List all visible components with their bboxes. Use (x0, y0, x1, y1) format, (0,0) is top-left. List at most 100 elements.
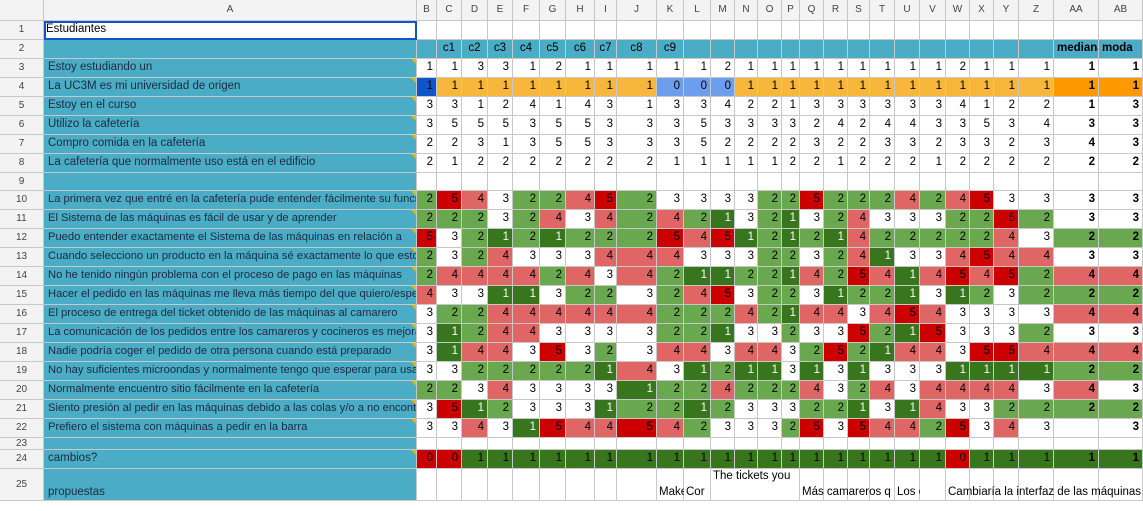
column-header-ab[interactable]: AB (1099, 0, 1143, 21)
column-header-a[interactable]: A (44, 0, 417, 21)
value-cell[interactable]: 2 (1019, 210, 1054, 229)
value-cell[interactable]: 2 (617, 210, 657, 229)
value-cell[interactable]: 1 (513, 286, 540, 305)
value-cell[interactable]: 5 (417, 229, 437, 248)
value-cell[interactable]: 2 (462, 229, 488, 248)
value-cell[interactable]: 2 (758, 248, 782, 267)
value-cell[interactable]: 1 (970, 59, 994, 78)
value-cell[interactable]: 3 (870, 210, 895, 229)
column-header-k[interactable]: K (657, 0, 684, 21)
value-cell[interactable]: 2 (782, 248, 800, 267)
value-cell[interactable]: 2 (800, 154, 824, 173)
value-cell[interactable]: 4 (657, 419, 684, 438)
value-cell[interactable]: 5 (824, 343, 848, 362)
value-cell[interactable]: 1 (617, 381, 657, 400)
value-cell[interactable]: 2 (488, 97, 513, 116)
value-cell[interactable]: 2 (711, 362, 735, 381)
value-cell[interactable]: 3 (920, 286, 946, 305)
value-cell[interactable]: 3 (595, 116, 617, 135)
value-cell[interactable]: 1 (1099, 450, 1143, 469)
value-cell[interactable]: 2 (684, 419, 711, 438)
value-cell[interactable]: 4 (462, 343, 488, 362)
value-cell[interactable]: 2 (684, 381, 711, 400)
value-cell[interactable]: 3 (1099, 97, 1143, 116)
value-cell[interactable]: 2 (462, 324, 488, 343)
value-cell[interactable]: 2 (758, 229, 782, 248)
value-cell[interactable]: 1 (895, 400, 920, 419)
value-cell[interactable]: 3 (462, 59, 488, 78)
value-cell[interactable]: 4 (684, 229, 711, 248)
row-header-7[interactable]: 7 (0, 135, 44, 154)
value-cell[interactable]: 2 (782, 381, 800, 400)
value-cell[interactable]: 3 (566, 381, 595, 400)
column-header-aa[interactable]: AA (1054, 0, 1099, 21)
column-label[interactable] (800, 40, 824, 59)
value-cell[interactable]: 1 (735, 154, 758, 173)
value-cell[interactable]: 1 (895, 59, 920, 78)
value-cell[interactable]: 2 (711, 305, 735, 324)
value-cell[interactable]: 2 (513, 154, 540, 173)
value-cell[interactable]: 4 (920, 343, 946, 362)
cell[interactable] (920, 438, 946, 450)
value-cell[interactable]: 1 (824, 78, 848, 97)
value-cell[interactable]: 4 (848, 210, 870, 229)
value-cell[interactable]: 3 (437, 229, 462, 248)
value-cell[interactable]: 3 (800, 97, 824, 116)
value-cell[interactable]: 3 (848, 97, 870, 116)
column-header-l[interactable]: L (684, 0, 711, 21)
value-cell[interactable]: 4 (513, 267, 540, 286)
value-cell[interactable]: 4 (1054, 305, 1099, 324)
value-cell[interactable]: 3 (735, 400, 758, 419)
value-cell[interactable]: 4 (920, 381, 946, 400)
value-cell[interactable]: 2 (1099, 362, 1143, 381)
cell[interactable] (870, 21, 895, 40)
row-header-2[interactable]: 2 (0, 40, 44, 59)
value-cell[interactable]: 4 (970, 381, 994, 400)
value-cell[interactable]: 4 (848, 248, 870, 267)
value-cell[interactable]: 3 (1054, 248, 1099, 267)
value-cell[interactable]: 1 (1054, 78, 1099, 97)
value-cell[interactable]: 2 (1054, 229, 1099, 248)
value-cell[interactable]: 3 (488, 210, 513, 229)
value-cell[interactable]: 2 (800, 116, 824, 135)
value-cell[interactable]: 1 (1054, 97, 1099, 116)
value-cell[interactable]: 3 (684, 97, 711, 116)
cell[interactable] (488, 21, 513, 40)
value-cell[interactable]: 3 (1019, 381, 1054, 400)
value-cell[interactable]: 1 (437, 59, 462, 78)
value-cell[interactable]: 5 (920, 324, 946, 343)
value-cell[interactable]: 1 (462, 450, 488, 469)
value-cell[interactable]: 1 (848, 59, 870, 78)
value-cell[interactable]: 2 (1054, 154, 1099, 173)
column-label[interactable]: mediana (1054, 40, 1099, 59)
column-label[interactable] (870, 40, 895, 59)
column-header-s[interactable]: S (848, 0, 870, 21)
value-cell[interactable]: 0 (684, 78, 711, 97)
value-cell[interactable]: 2 (513, 210, 540, 229)
cell[interactable] (970, 173, 994, 191)
cell[interactable] (946, 438, 970, 450)
value-cell[interactable]: 4 (994, 381, 1019, 400)
value-cell[interactable]: 2 (870, 324, 895, 343)
value-cell[interactable]: 1 (800, 78, 824, 97)
value-cell[interactable]: 3 (513, 400, 540, 419)
cell[interactable] (735, 438, 758, 450)
value-cell[interactable]: 1 (488, 286, 513, 305)
cell[interactable] (462, 173, 488, 191)
column-label[interactable]: c6 (566, 40, 595, 59)
cell[interactable] (566, 438, 595, 450)
column-header-v[interactable]: V (920, 0, 946, 21)
value-cell[interactable]: 2 (657, 286, 684, 305)
row-header-21[interactable]: 21 (0, 400, 44, 419)
row-header-19[interactable]: 19 (0, 362, 44, 381)
value-cell[interactable]: 1 (462, 78, 488, 97)
cell[interactable] (488, 438, 513, 450)
value-cell[interactable]: 2 (595, 229, 617, 248)
value-cell[interactable]: 4 (595, 305, 617, 324)
column-header-b[interactable]: B (417, 0, 437, 21)
cell[interactable] (735, 21, 758, 40)
value-cell[interactable]: 3 (946, 116, 970, 135)
value-cell[interactable]: 2 (870, 154, 895, 173)
value-cell[interactable]: 5 (657, 229, 684, 248)
column-label[interactable] (895, 40, 920, 59)
